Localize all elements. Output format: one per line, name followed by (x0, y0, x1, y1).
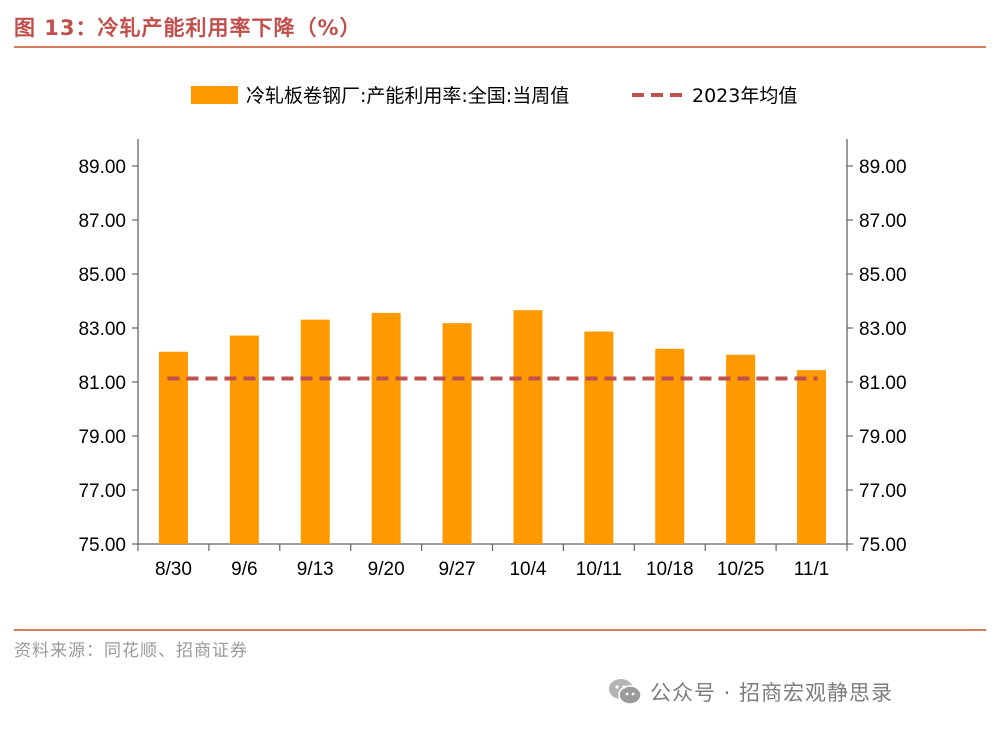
legend-avg-label: 2023年均值 (692, 85, 797, 107)
bar (371, 312, 401, 544)
y-tick-label: 81.00 (78, 373, 126, 394)
source-note: 资料来源：同花顺、招商证券 (14, 641, 248, 661)
bar (300, 319, 330, 544)
bar (513, 310, 543, 544)
figure-title: 图 13：冷轧产能利用率下降（%） (14, 16, 362, 40)
bar (655, 348, 685, 544)
x-tick-label: 11/1 (794, 559, 830, 580)
y2-tick-label: 79.00 (859, 427, 907, 448)
x-tick-label: 10/4 (509, 559, 546, 580)
bar (584, 331, 614, 544)
y-tick-label: 83.00 (78, 319, 126, 340)
title-rule (14, 46, 986, 48)
x-tick-label: 9/27 (439, 559, 476, 580)
y2-tick-label: 81.00 (859, 373, 907, 394)
x-tick-label: 8/30 (155, 559, 192, 580)
watermark-text: 公众号 · 招商宏观静思录 (650, 681, 894, 705)
bar (726, 354, 756, 544)
legend-bar-label: 冷轧板卷钢厂:产能利用率:全国:当周值 (246, 85, 569, 107)
watermark: 公众号 · 招商宏观静思录 (608, 677, 893, 707)
x-tick-label: 10/11 (576, 559, 622, 580)
y2-tick-label: 89.00 (859, 157, 907, 178)
wechat-icon (609, 679, 642, 705)
y-tick-label: 77.00 (78, 481, 126, 502)
x-tick-label: 9/20 (368, 559, 405, 580)
y-tick-label: 87.00 (78, 211, 126, 232)
y2-tick-label: 75.00 (859, 535, 907, 556)
y2-tick-label: 85.00 (859, 265, 907, 286)
x-tick-label: 10/25 (717, 559, 765, 580)
y2-tick-label: 87.00 (859, 211, 907, 232)
bar (797, 370, 827, 544)
plot-area: 75.00 77.00 79.00 81.00 83.00 85.00 87.00 89.00… (78, 139, 907, 580)
source-rule (14, 629, 986, 631)
bar (229, 335, 259, 544)
y-tick-label: 79.00 (78, 427, 126, 448)
x-tick-label: 10/18 (646, 559, 694, 580)
bar-chart: 冷轧板卷钢厂:产能利用率:全国:当周值 2023年均值 75.00 77.00 79… (78, 85, 907, 580)
bar (442, 323, 472, 544)
y2-tick-label: 83.00 (859, 319, 907, 340)
bar (158, 351, 188, 544)
chart-legend: 冷轧板卷钢厂:产能利用率:全国:当周值 2023年均值 (191, 85, 797, 107)
x-tick-label: 9/6 (231, 559, 257, 580)
y-tick-label: 89.00 (78, 157, 126, 178)
x-tick-label: 9/13 (297, 559, 334, 580)
legend-bar-swatch (191, 86, 238, 104)
y-tick-label: 85.00 (78, 265, 126, 286)
y-tick-label: 75.00 (78, 535, 126, 556)
y2-tick-label: 77.00 (859, 481, 907, 502)
